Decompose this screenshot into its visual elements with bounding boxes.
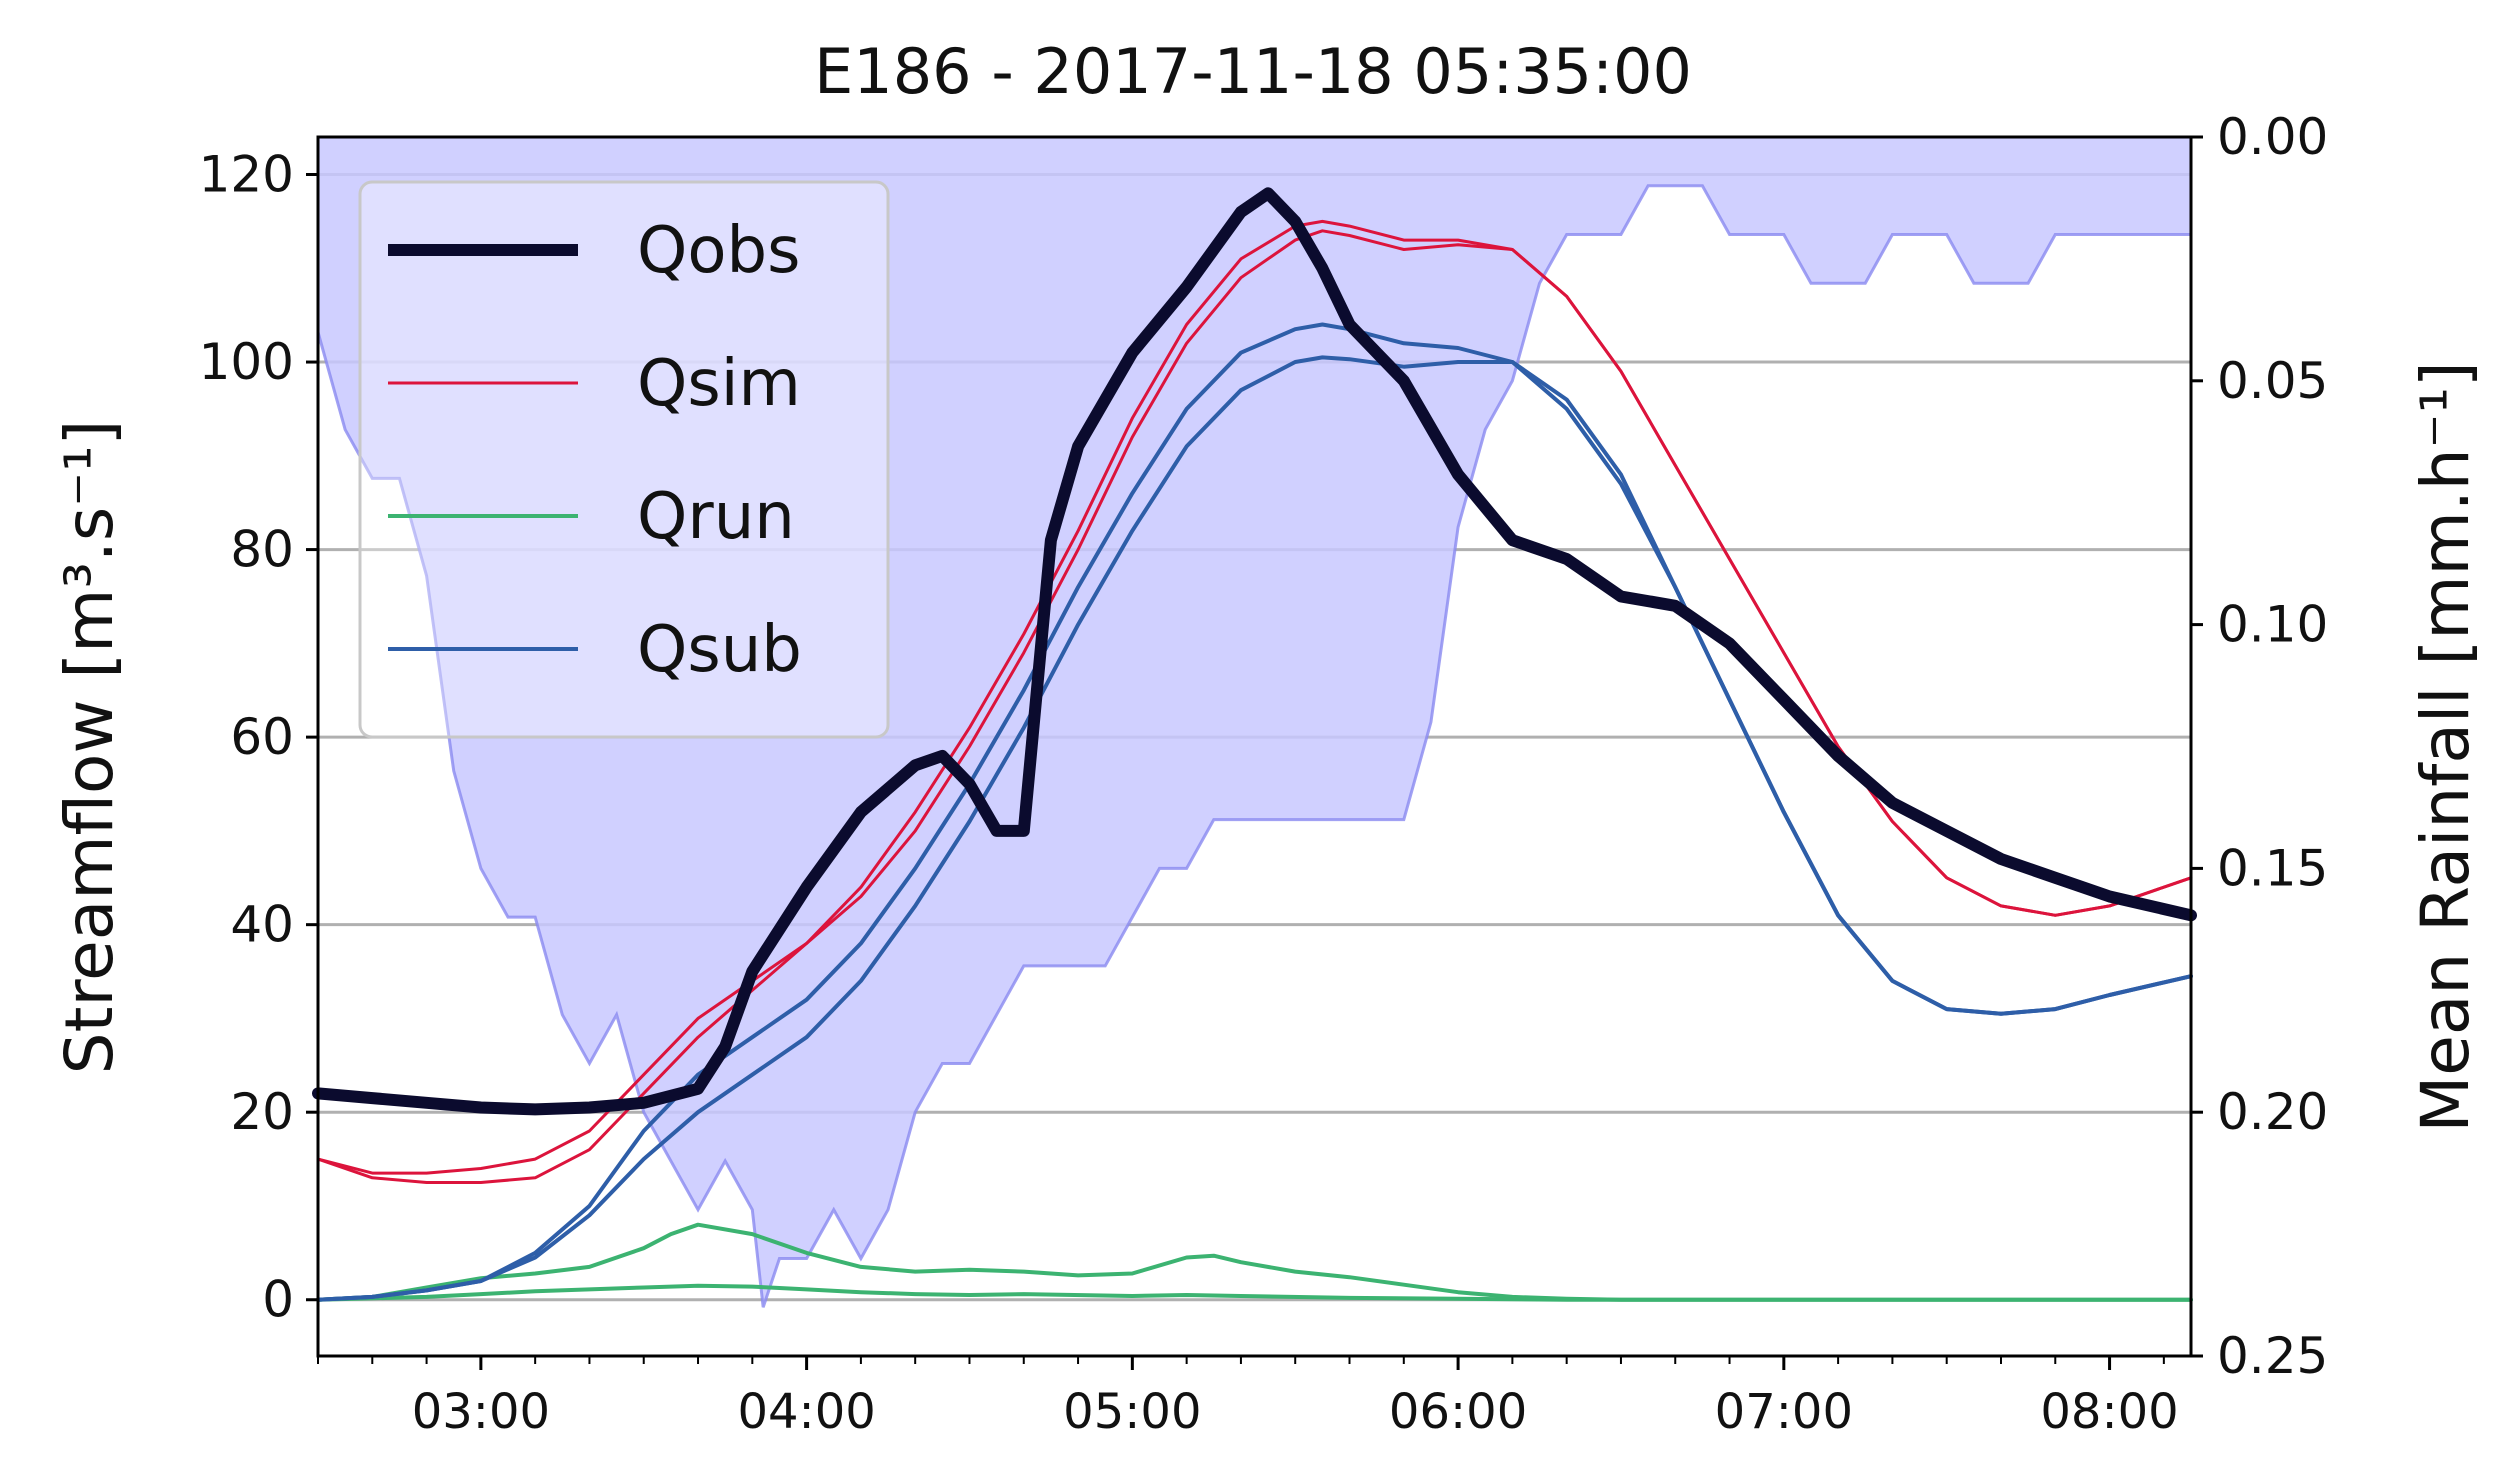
y-tick-label-80: 80 [230,521,294,579]
y2-tick-label-0.05: 0.05 [2217,352,2328,410]
series-line-qrun-1 [316,1222,2193,1302]
y-tick-label-40: 40 [230,896,294,954]
y-axis-left: 0 20 40 60 80 100 120 [199,146,318,1329]
y-axis-right: 0.00 0.05 0.10 0.15 0.20 0.25 [2191,108,2328,1385]
series-line-qsub-2 [316,355,2193,1302]
chart-title: E186 - 2017-11-18 05:35:00 [814,35,1692,108]
x-tick-label-0500: 05:00 [1063,1384,1201,1440]
legend-label-qsub: Qsub [637,613,802,687]
legend: Qobs Qsim Qrun Qsub [358,180,890,739]
y-tick-label-60: 60 [230,708,294,766]
y-tick-label-20: 20 [230,1083,294,1141]
x-tick-label-0600: 06:00 [1389,1384,1527,1440]
legend-label-qrun: Qrun [637,480,795,554]
legend-box [358,180,890,739]
y2-tick-label-0.20: 0.20 [2217,1083,2328,1141]
y2-tick-label-0.15: 0.15 [2217,839,2328,897]
y2-tick-label-0.10: 0.10 [2217,596,2328,654]
series-lines [312,187,2197,1302]
x-axis: 03:00 04:00 05:00 06:00 07:00 08:00 [317,1356,2179,1440]
x-tick-label-0800: 08:00 [2040,1384,2178,1440]
y-axis-label: Streamflow [m³.s⁻¹] [51,420,128,1075]
y-tick-label-120: 120 [199,146,294,204]
x-tick-label-0700: 07:00 [1715,1384,1853,1440]
y2-axis-label: Mean Rainfall [mm.h⁻¹] [2407,361,2484,1132]
x-tick-label-0400: 04:00 [737,1384,875,1440]
y2-tick-label-0.00: 0.00 [2217,108,2328,166]
series-line-qobs-1 [312,187,2197,1116]
rainfall-edge [316,184,2191,1308]
plot-frame [316,135,2193,1358]
y-tick-label-0: 0 [262,1271,294,1329]
legend-label-qsim: Qsim [637,347,801,421]
legend-label-qobs: Qobs [637,214,801,288]
y2-tick-label-0.25: 0.25 [2217,1327,2328,1385]
series-line-qrun-2 [316,1283,2193,1302]
y-tick-label-100: 100 [199,333,294,391]
x-tick-label-0300: 03:00 [412,1384,550,1440]
